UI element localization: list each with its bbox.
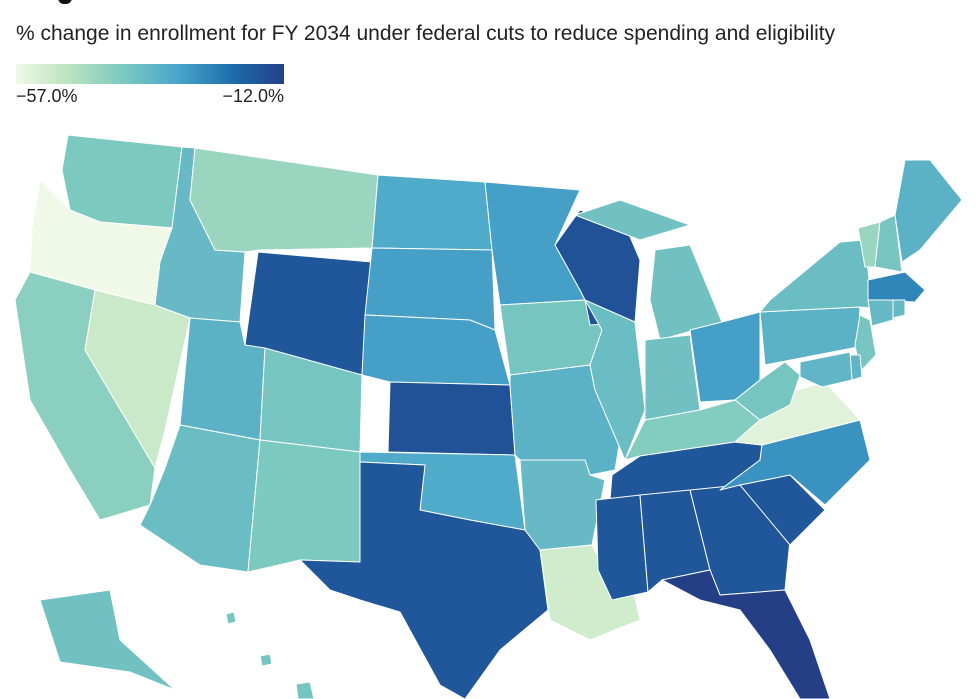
state-mt[interactable] bbox=[189, 147, 379, 253]
color-legend: −57.0% −12.0% bbox=[16, 64, 284, 107]
state-ks[interactable] bbox=[387, 381, 516, 456]
state-nm[interactable] bbox=[247, 439, 361, 573]
state-nh[interactable] bbox=[874, 214, 903, 273]
state-nd[interactable] bbox=[371, 174, 493, 251]
state-nc[interactable] bbox=[719, 419, 871, 506]
state-me[interactable] bbox=[894, 159, 963, 263]
state-ny[interactable] bbox=[759, 239, 873, 313]
state-in[interactable] bbox=[644, 334, 701, 421]
legend-gradient-bar bbox=[16, 64, 284, 84]
state-hi[interactable] bbox=[225, 611, 315, 699]
state-la[interactable] bbox=[539, 544, 641, 641]
state-fl[interactable] bbox=[661, 569, 831, 699]
map-subtitle: % change in enrollment for FY 2034 under… bbox=[16, 22, 836, 45]
state-ia[interactable] bbox=[499, 299, 603, 376]
state-tx[interactable] bbox=[299, 461, 549, 699]
state-ct[interactable] bbox=[867, 299, 894, 327]
state-ma[interactable] bbox=[867, 271, 926, 303]
state-ri[interactable] bbox=[892, 299, 906, 319]
state-ms[interactable] bbox=[595, 494, 649, 601]
state-ak[interactable] bbox=[39, 589, 176, 691]
state-il[interactable] bbox=[584, 299, 646, 461]
legend-max-label: −12.0% bbox=[222, 86, 284, 106]
title-fragment bbox=[58, 0, 72, 4]
state-wv[interactable] bbox=[734, 361, 801, 421]
state-md[interactable] bbox=[799, 351, 853, 388]
legend-min-label: −57.0% bbox=[16, 86, 78, 106]
